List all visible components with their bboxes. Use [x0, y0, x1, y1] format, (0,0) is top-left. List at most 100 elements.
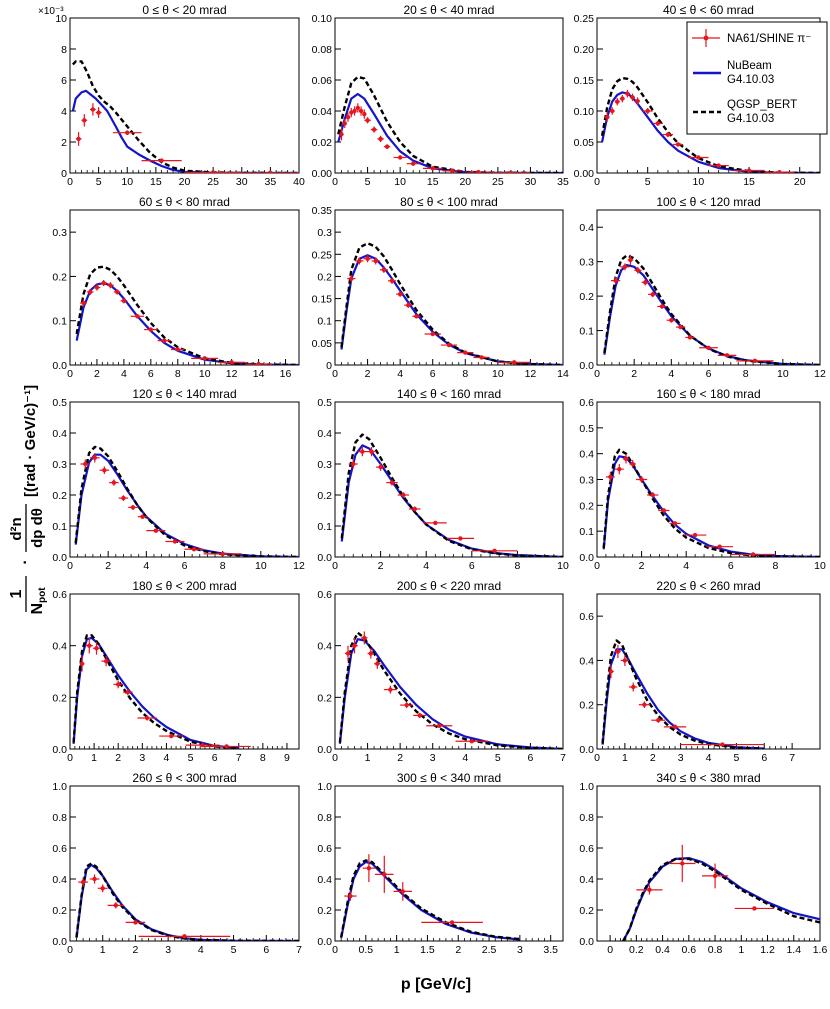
plot-area [75, 862, 299, 941]
data-marker [358, 108, 364, 114]
data-point [379, 266, 388, 273]
x-tick-label: 2.5 [482, 944, 497, 956]
panel-15: 340 ≤ θ < 380 mrad 0 0.2 0.4 0.6 0.8 1 1.2 1.4 1.… [579, 771, 827, 956]
plot-area [337, 75, 563, 173]
data-marker [365, 256, 370, 261]
data-point [422, 166, 443, 171]
x-tick-label: 4 [397, 368, 403, 380]
y-tick-label: 0.00 [574, 168, 595, 180]
series-na61-shine [339, 103, 531, 173]
data-point [355, 103, 360, 113]
data-marker [389, 278, 395, 284]
data-point [657, 304, 667, 309]
x-tick-label: 10 [121, 176, 133, 188]
data-marker [687, 335, 693, 340]
x-tick-label: 10 [814, 560, 826, 572]
data-point [647, 492, 659, 498]
data-point [128, 504, 138, 510]
data-point [241, 170, 299, 173]
x-tick-label: 2 [455, 944, 461, 956]
data-marker [375, 661, 380, 666]
y-tick-label: 0.1 [317, 521, 332, 533]
y-tick-label: 0.25 [312, 249, 333, 261]
data-marker [720, 742, 725, 747]
y-tick-label: 0.0 [579, 744, 594, 756]
x-tick-label: 4 [143, 560, 149, 572]
data-marker [388, 687, 393, 692]
data-marker [83, 461, 88, 467]
data-point [118, 495, 129, 501]
y-tick-label: 0.2 [52, 692, 67, 704]
x-tick-label: 10 [492, 368, 504, 380]
y-tick-label: 0.3 [579, 475, 594, 487]
data-marker [608, 474, 613, 480]
y-tick-label: 0.4 [317, 874, 332, 886]
x-tick-label: 7 [236, 752, 242, 764]
panel-1: 0 ≤ θ < 20 mrad 0 5 10 15 20 25 30 35 40 0 2 4 6 8 10 [55, 3, 305, 188]
y-tick-label: 0.4 [52, 874, 67, 886]
x-tick-label: 4 [683, 560, 689, 572]
data-marker [623, 456, 629, 462]
data-marker [373, 258, 378, 264]
series-nubeam-g4-10-03 [601, 91, 820, 173]
x-tick-label: 6 [182, 560, 188, 572]
series-na61-shine [75, 103, 299, 173]
x-tick-label: 4 [198, 944, 204, 956]
x-tick-label: 1 [622, 752, 628, 764]
data-marker [140, 514, 145, 519]
data-marker [463, 350, 468, 355]
data-point [680, 742, 765, 747]
y-tick-label: 0.6 [579, 611, 594, 623]
legend-label-version: G4.10.03 [727, 113, 774, 125]
panel-9: 160 ≤ θ < 180 mrad 0 2 4 6 8 10 0.0 0.1 0.2 0.3 0.4… [579, 387, 826, 572]
data-point [202, 744, 251, 749]
data-marker [182, 934, 187, 939]
data-point [371, 257, 380, 265]
data-point [699, 345, 718, 350]
y-tick-label: 0.3 [317, 227, 332, 239]
legend-entry: QGSP_BERT G4.10.03 [693, 99, 797, 125]
data-point [245, 361, 273, 365]
data-marker [397, 291, 403, 297]
x-tick-label: 0.4 [655, 944, 670, 956]
x-tick-label: 12 [293, 560, 305, 572]
data-point [376, 463, 386, 471]
data-point [347, 275, 356, 283]
data-marker [659, 304, 665, 309]
data-marker [224, 744, 229, 749]
x-tick-label: 1.2 [760, 944, 775, 956]
x-tick-label: 6 [212, 752, 218, 764]
series-qgsp-bert-g4-10-03 [340, 859, 521, 941]
x-tick-label: 2 [650, 752, 656, 764]
series-na61-shine [608, 644, 765, 747]
x-tick-label: 0 [332, 368, 338, 380]
x-tick-label: 0.6 [682, 944, 697, 956]
panel-3: 40 ≤ θ < 60 mrad 0 5 10 15 20 0.00 0.05 0.10 0.15… [574, 3, 821, 188]
plot-area [340, 242, 563, 365]
panel-title: 120 ≤ θ < 140 mrad [132, 387, 236, 401]
data-point [363, 255, 372, 263]
data-marker [378, 136, 383, 142]
y-tick-label: 0.4 [52, 428, 67, 440]
x-tick-label: 1.6 [813, 944, 828, 956]
data-marker [349, 276, 354, 281]
data-marker [102, 468, 107, 473]
data-point [717, 353, 737, 358]
data-point [90, 453, 100, 463]
data-point [79, 656, 85, 672]
y-tick-label: 0.3 [52, 459, 67, 471]
data-marker [362, 111, 367, 117]
series-nubeam-g4-10-03 [602, 455, 820, 557]
data-marker [355, 105, 360, 111]
y-tick-label: 0.2 [579, 500, 594, 512]
panel-frame [334, 401, 564, 558]
plot-area [72, 634, 251, 749]
data-point [107, 282, 114, 289]
series-qgsp-bert-g4-10-03 [603, 254, 820, 365]
data-point [366, 446, 377, 457]
data-point [624, 89, 630, 98]
y-tick-label: 0.2 [317, 271, 332, 283]
data-marker [458, 536, 463, 541]
data-point [351, 637, 358, 654]
